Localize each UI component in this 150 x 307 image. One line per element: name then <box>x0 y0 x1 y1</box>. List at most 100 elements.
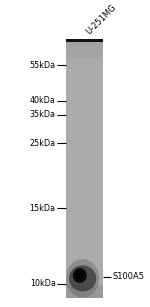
Bar <box>66 173 103 175</box>
Bar <box>66 294 103 296</box>
Bar <box>66 238 103 240</box>
Bar <box>66 236 103 238</box>
Bar <box>66 162 103 165</box>
Bar <box>66 87 103 89</box>
Bar <box>66 167 103 169</box>
Bar <box>66 54 103 56</box>
Bar <box>66 227 103 229</box>
Bar <box>66 197 103 199</box>
Bar <box>66 59 103 61</box>
Bar <box>66 156 103 158</box>
Bar <box>66 44 103 46</box>
Bar <box>66 184 103 186</box>
Bar <box>66 119 103 121</box>
Bar <box>66 123 103 126</box>
Bar <box>66 177 103 180</box>
Bar <box>66 292 103 294</box>
Text: 35kDa: 35kDa <box>30 110 56 119</box>
Bar <box>66 102 103 104</box>
Bar <box>66 266 103 268</box>
Bar <box>66 150 103 152</box>
Bar <box>66 115 103 117</box>
Bar <box>66 50 103 52</box>
Bar <box>66 67 103 69</box>
Bar <box>66 61 103 63</box>
Text: 40kDa: 40kDa <box>30 96 56 105</box>
Text: 10kDa: 10kDa <box>30 279 56 288</box>
Bar <box>66 106 103 108</box>
Text: 15kDa: 15kDa <box>30 204 56 213</box>
Bar <box>66 296 103 298</box>
Bar <box>66 78 103 80</box>
Ellipse shape <box>75 271 83 279</box>
Bar <box>66 249 103 251</box>
Bar <box>66 171 103 173</box>
Bar <box>66 56 103 59</box>
Bar <box>66 240 103 242</box>
Bar <box>66 46 103 48</box>
Bar <box>66 80 103 83</box>
Bar <box>66 273 103 275</box>
Bar <box>66 111 103 113</box>
Bar <box>66 147 103 150</box>
Text: 25kDa: 25kDa <box>29 139 56 148</box>
Bar <box>66 104 103 106</box>
Bar <box>66 180 103 182</box>
Bar <box>66 186 103 188</box>
Bar <box>66 126 103 128</box>
Ellipse shape <box>66 259 99 297</box>
Text: 55kDa: 55kDa <box>29 60 56 70</box>
Bar <box>66 283 103 286</box>
Bar <box>66 214 103 216</box>
Bar <box>66 277 103 279</box>
Bar <box>66 253 103 255</box>
Bar <box>66 93 103 95</box>
Bar <box>66 242 103 244</box>
Bar <box>66 108 103 111</box>
Bar <box>66 199 103 201</box>
Bar <box>66 212 103 214</box>
Bar <box>66 288 103 290</box>
Bar <box>66 160 103 162</box>
Bar <box>66 188 103 190</box>
Bar <box>66 134 103 136</box>
Ellipse shape <box>69 265 96 291</box>
Bar <box>66 98 103 100</box>
Bar <box>66 257 103 259</box>
Bar <box>66 74 103 76</box>
Bar <box>66 262 103 264</box>
Bar <box>66 95 103 98</box>
Bar <box>66 210 103 212</box>
Bar <box>66 165 103 167</box>
Bar <box>66 117 103 119</box>
Bar <box>66 206 103 208</box>
Bar <box>66 85 103 87</box>
Bar <box>66 143 103 145</box>
Bar <box>66 154 103 156</box>
Bar <box>66 279 103 281</box>
Bar <box>66 48 103 50</box>
Bar <box>66 63 103 65</box>
Bar <box>66 223 103 225</box>
Bar <box>66 145 103 147</box>
Bar <box>66 208 103 210</box>
Bar <box>66 281 103 283</box>
Bar <box>66 182 103 184</box>
Bar <box>66 83 103 85</box>
Bar <box>66 195 103 197</box>
Text: U-251MG: U-251MG <box>85 3 118 37</box>
Bar <box>66 255 103 257</box>
Bar <box>66 259 103 262</box>
Bar <box>66 247 103 249</box>
Bar <box>66 229 103 231</box>
Bar <box>66 190 103 192</box>
Bar <box>66 234 103 236</box>
Bar <box>66 113 103 115</box>
Bar <box>66 158 103 160</box>
Bar <box>66 268 103 270</box>
Bar <box>66 216 103 219</box>
Bar <box>66 65 103 67</box>
Bar <box>66 141 103 143</box>
Bar <box>66 204 103 206</box>
Bar <box>66 130 103 132</box>
